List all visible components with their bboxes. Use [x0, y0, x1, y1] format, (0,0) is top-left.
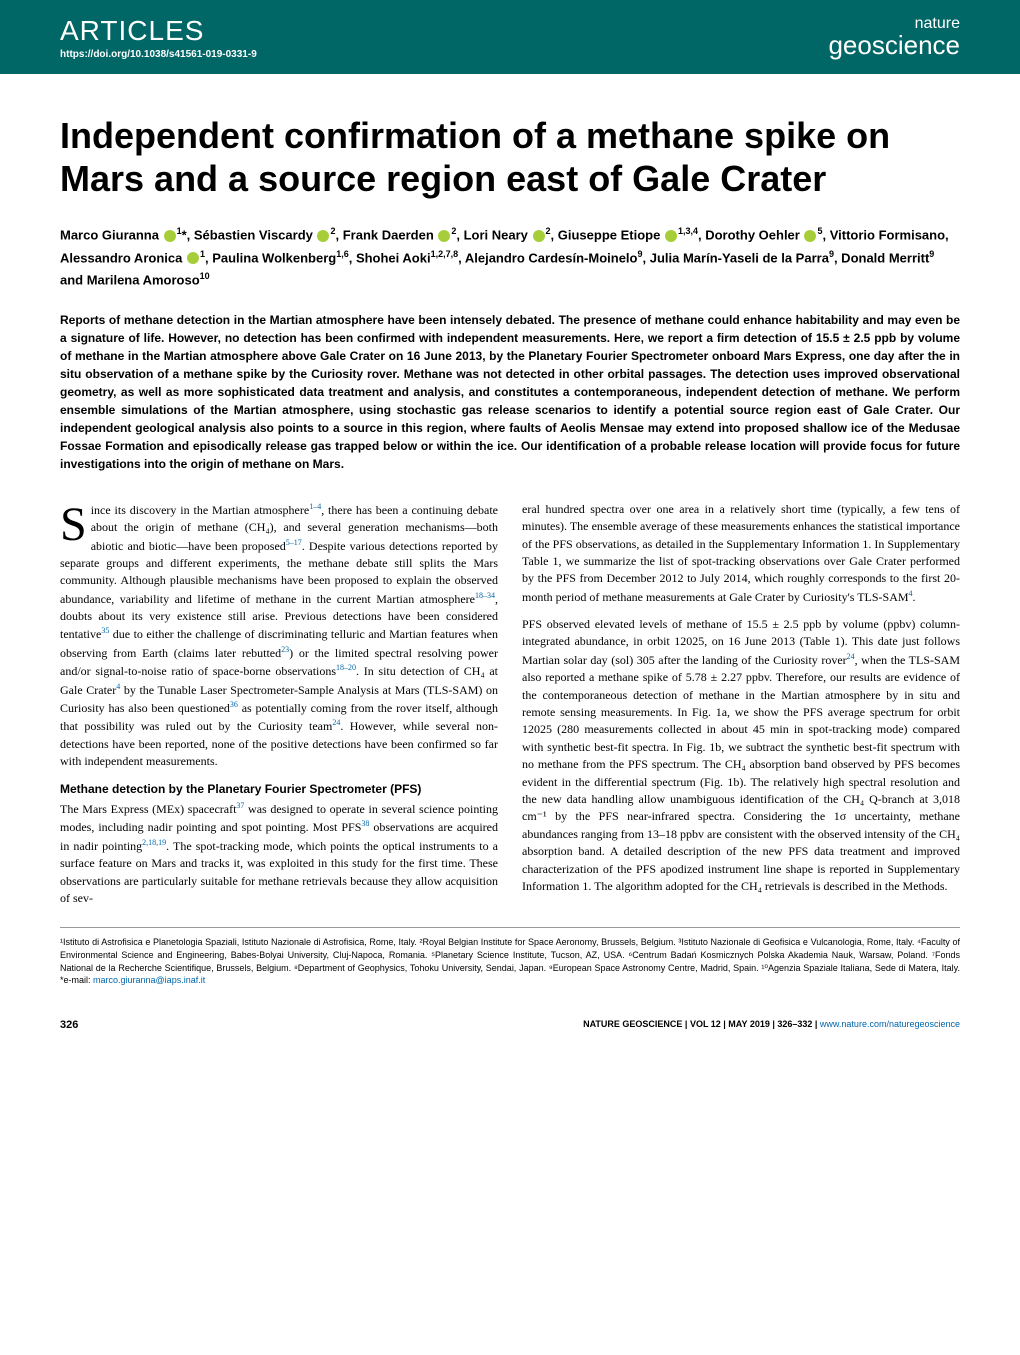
corresponding-email[interactable]: marco.giuranna@iaps.inaf.it: [93, 975, 205, 985]
orcid-icon: [533, 230, 545, 242]
journal-name-bottom: geoscience: [828, 32, 960, 58]
body-paragraph-4: PFS observed elevated levels of methane …: [522, 616, 960, 895]
body-paragraph-3: eral hundred spectra over one area in a …: [522, 501, 960, 606]
footer-citation-text: NATURE GEOSCIENCE | VOL 12 | MAY 2019 | …: [583, 1019, 820, 1029]
journal-header: ARTICLES https://doi.org/10.1038/s41561-…: [0, 0, 1020, 74]
footer-citation: NATURE GEOSCIENCE | VOL 12 | MAY 2019 | …: [583, 1019, 960, 1031]
section-heading: Methane detection by the Planetary Fouri…: [60, 781, 498, 798]
journal-logo: nature geoscience: [828, 16, 960, 58]
orcid-icon: [804, 230, 816, 242]
article-title: Independent confirmation of a methane sp…: [60, 114, 960, 200]
footer-url[interactable]: www.nature.com/naturegeoscience: [820, 1019, 960, 1029]
page-footer: 326 NATURE GEOSCIENCE | VOL 12 | MAY 201…: [0, 1007, 1020, 1051]
article-content: Independent confirmation of a methane sp…: [0, 74, 1020, 1007]
orcid-icon: [187, 252, 199, 264]
doi-link[interactable]: https://doi.org/10.1038/s41561-019-0331-…: [60, 49, 257, 60]
affiliations: ¹Istituto di Astrofisica e Planetologia …: [60, 927, 960, 986]
orcid-icon: [438, 230, 450, 242]
orcid-icon: [317, 230, 329, 242]
orcid-icon: [164, 230, 176, 242]
abstract: Reports of methane detection in the Mart…: [60, 311, 960, 473]
header-left: ARTICLES https://doi.org/10.1038/s41561-…: [60, 15, 257, 60]
body-paragraph-2: The Mars Express (MEx) spacecraft37 was …: [60, 800, 498, 907]
orcid-icon: [665, 230, 677, 242]
article-body: Since its discovery in the Martian atmos…: [60, 501, 960, 912]
page-number: 326: [60, 1019, 78, 1031]
body-paragraph-1: Since its discovery in the Martian atmos…: [60, 501, 498, 771]
author-list: Marco Giuranna 1*, Sébastien Viscardy 2,…: [60, 224, 960, 290]
section-label: ARTICLES: [60, 15, 257, 47]
dropcap: S: [60, 501, 91, 546]
